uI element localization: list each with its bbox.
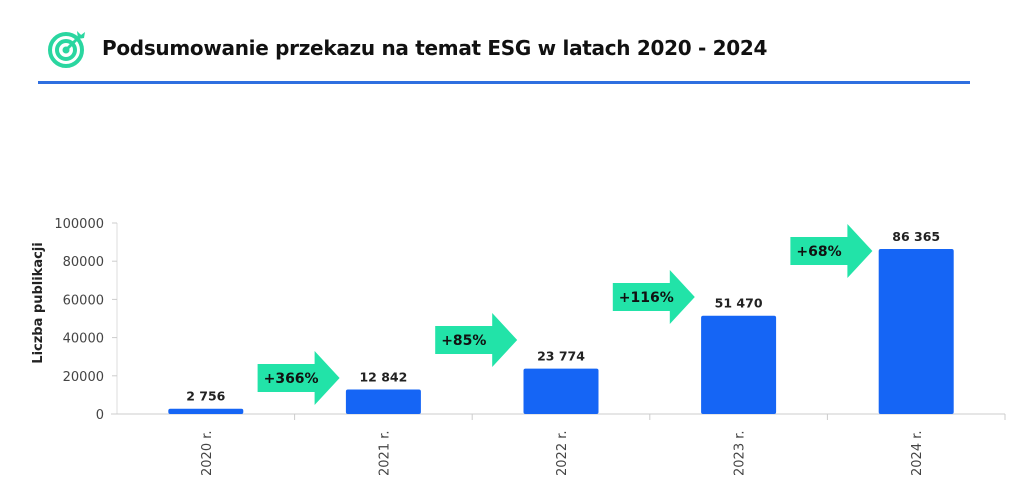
header: Podsumowanie przekazu na temat ESG w lat… [48,28,767,68]
data-label: 86 365 [892,229,940,244]
bar [168,408,244,414]
bar [701,315,777,414]
growth-label: +116% [619,290,674,306]
page-title: Podsumowanie przekazu na temat ESG w lat… [102,36,768,60]
bar [878,249,954,414]
data-label: 2 756 [186,389,225,404]
target-icon [48,31,85,68]
y-tick-label: 0 [96,408,104,423]
growth-label: +366% [264,371,319,387]
data-label: 23 774 [537,349,585,364]
x-tick-label: 2024 r. [910,431,925,477]
y-axis-label: Liczba publikacji [31,242,46,363]
growth-arrow [790,224,873,278]
growth-label: +85% [441,333,486,349]
header-divider [38,81,970,84]
data-label: 51 470 [715,296,763,311]
y-tick-label: 80000 [63,255,104,270]
y-tick-label: 40000 [63,332,104,347]
x-tick-label: 2021 r. [377,431,392,477]
growth-label: +68% [796,244,841,260]
y-tick-label: 60000 [63,293,104,308]
x-tick-label: 2023 r. [733,431,748,477]
growth-arrow [257,351,340,405]
x-tick-label: 2020 r. [200,431,215,477]
growth-arrow [435,313,518,367]
x-tick-label: 2022 r. [555,431,570,477]
data-label: 12 842 [359,369,407,384]
bar [523,368,599,414]
bar [345,389,421,414]
y-tick-label: 20000 [63,370,104,385]
y-tick-label: 100000 [54,217,104,232]
growth-arrow [612,270,695,324]
